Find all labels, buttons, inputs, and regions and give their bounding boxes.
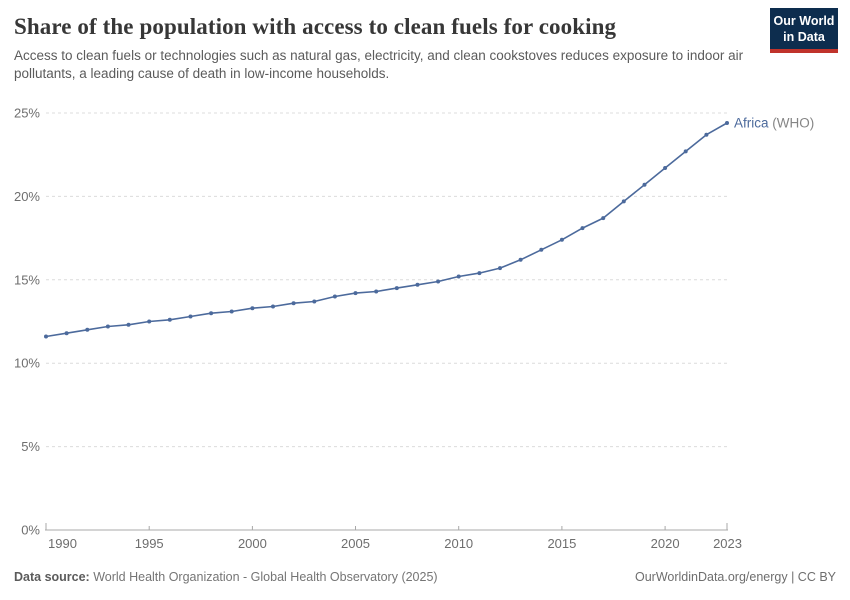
data-source-label: Data source: <box>14 570 90 584</box>
data-point <box>456 274 461 279</box>
chart-header: Share of the population with access to c… <box>0 0 850 95</box>
x-axis-label: 2000 <box>238 536 267 551</box>
data-point <box>621 199 626 204</box>
x-axis-label: 2010 <box>444 536 473 551</box>
data-point <box>188 314 193 319</box>
series-end-label[interactable]: Africa (WHO) <box>734 116 814 131</box>
data-point <box>209 311 214 316</box>
data-point <box>147 319 152 324</box>
chart-footer: Data source: World Health Organization -… <box>0 563 850 584</box>
data-point <box>229 309 234 314</box>
owid-logo[interactable]: Our World in Data <box>770 8 838 53</box>
x-axis-label: 2023 <box>713 536 742 551</box>
data-point <box>271 304 275 309</box>
data-point <box>312 299 317 304</box>
data-point <box>498 266 502 271</box>
data-point <box>580 226 585 231</box>
data-point <box>374 289 379 294</box>
data-point <box>415 282 420 287</box>
owid-logo-line1: Our World <box>773 13 835 28</box>
data-point <box>167 317 172 322</box>
data-point <box>683 149 688 154</box>
data-point <box>126 322 131 327</box>
x-axis-label: 2020 <box>651 536 680 551</box>
y-axis-label: 5% <box>21 439 40 454</box>
data-point <box>663 166 668 170</box>
data-point <box>44 334 48 339</box>
data-point <box>291 301 296 306</box>
data-point <box>477 271 482 276</box>
line-chart-canvas[interactable]: 0% 5% 10% 15% 20% 25% 1990 1995 2000 2005 2010 2015… <box>0 95 850 563</box>
data-point <box>105 324 110 329</box>
y-axis-label: 20% <box>14 189 40 204</box>
data-point <box>332 294 337 299</box>
data-point <box>85 327 90 332</box>
data-point <box>250 306 255 311</box>
y-axis-label: 10% <box>14 356 40 371</box>
chart-title: Share of the population with access to c… <box>14 14 617 39</box>
data-point <box>704 132 709 137</box>
data-point <box>601 216 606 221</box>
data-line[interactable] <box>45 122 728 338</box>
x-axis-label: 2005 <box>341 536 370 551</box>
data-point <box>394 286 399 291</box>
chart-subtitle: Access to clean fuels or technologies su… <box>14 48 744 81</box>
data-point <box>539 247 544 252</box>
data-point <box>353 291 358 296</box>
data-source-text: World Health Organization - Global Healt… <box>89 570 438 584</box>
data-point <box>642 182 647 187</box>
data-point <box>64 331 69 336</box>
y-axis-label: 25% <box>14 106 40 121</box>
x-axis-label: 2015 <box>547 536 576 551</box>
data-source-note: Data source: World Health Organization -… <box>14 570 438 584</box>
owid-url-license-link[interactable]: OurWorldinData.org/energy | CC BY <box>634 570 836 584</box>
data-point <box>518 257 523 262</box>
y-axis-label: 0% <box>21 523 40 538</box>
data-point <box>436 279 441 284</box>
data-point <box>559 237 564 242</box>
x-axis-label: 1990 <box>48 536 77 551</box>
x-axis-label: 1995 <box>135 536 164 551</box>
header-text-block: Share of the population with access to c… <box>14 10 752 83</box>
data-point <box>725 121 729 125</box>
owid-logo-line2: in Data <box>783 29 825 44</box>
y-axis-label: 15% <box>14 272 40 287</box>
